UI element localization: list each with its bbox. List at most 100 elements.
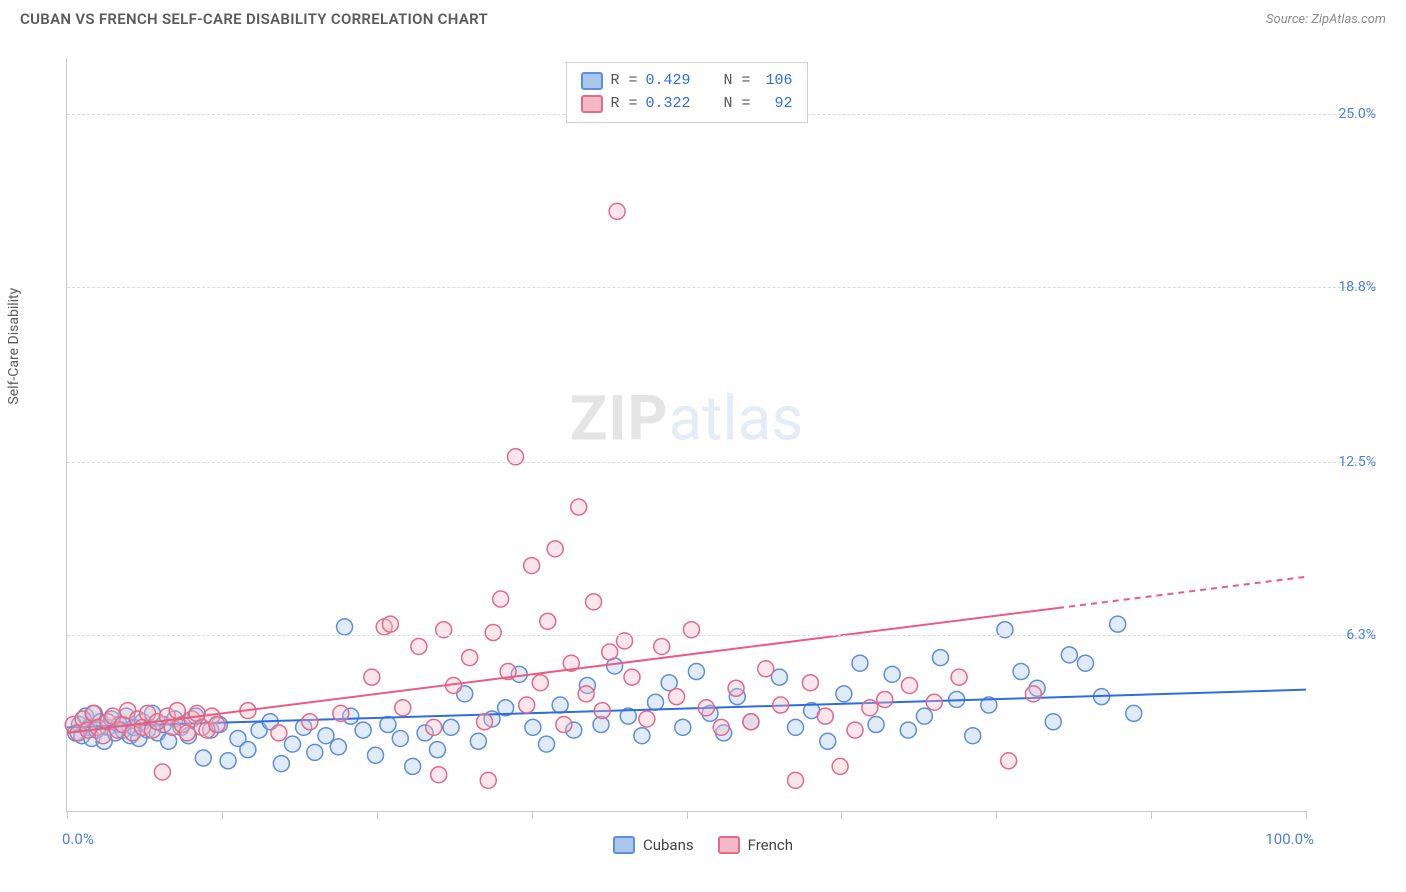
plot-area: ZIPatlas R = 0.429 N = 106R = 0.322 N = … bbox=[66, 58, 1306, 812]
stats-swatch-cubans bbox=[580, 72, 602, 90]
source-label: Source: ZipAtlas.com bbox=[1266, 12, 1386, 27]
scatter-point-french bbox=[524, 558, 540, 574]
scatter-point-cubans bbox=[932, 650, 948, 666]
scatter-point-french bbox=[333, 705, 349, 721]
x-tick bbox=[532, 811, 533, 819]
stats-n-value-french: 92 bbox=[759, 92, 793, 115]
scatter-point-french bbox=[1025, 686, 1041, 702]
scatter-point-cubans bbox=[1061, 647, 1077, 663]
scatter-point-french bbox=[654, 638, 670, 654]
scatter-svg bbox=[67, 58, 1306, 811]
scatter-point-french bbox=[578, 686, 594, 702]
x-axis-min-label: 0.0% bbox=[62, 830, 94, 848]
y-tick-label: 25.0% bbox=[1316, 106, 1376, 122]
scatter-point-french bbox=[364, 669, 380, 685]
stats-legend: R = 0.429 N = 106R = 0.322 N = 92 bbox=[565, 62, 807, 123]
scatter-point-cubans bbox=[273, 756, 289, 772]
scatter-point-cubans bbox=[634, 728, 650, 744]
x-axis-max-label: 100.0% bbox=[1265, 830, 1314, 848]
scatter-point-cubans bbox=[1126, 705, 1142, 721]
x-tick bbox=[222, 811, 223, 819]
scatter-point-cubans bbox=[868, 717, 884, 733]
y-tick-label: 6.3% bbox=[1316, 627, 1376, 643]
scatter-point-cubans bbox=[884, 666, 900, 682]
legend-swatch-cubans bbox=[613, 836, 635, 854]
stats-r-label: R = bbox=[610, 69, 637, 92]
scatter-point-french bbox=[594, 703, 610, 719]
scatter-point-cubans bbox=[965, 728, 981, 744]
gridline bbox=[67, 462, 1376, 463]
scatter-point-cubans bbox=[405, 758, 421, 774]
scatter-point-french bbox=[817, 708, 833, 724]
scatter-point-cubans bbox=[1110, 616, 1126, 632]
scatter-point-cubans bbox=[675, 719, 691, 735]
scatter-point-french bbox=[477, 714, 493, 730]
stats-n-label: N = bbox=[706, 69, 751, 92]
scatter-point-french bbox=[209, 717, 225, 733]
y-tick-label: 18.8% bbox=[1316, 279, 1376, 295]
scatter-point-french bbox=[743, 714, 759, 730]
legend-swatch-french bbox=[718, 836, 740, 854]
scatter-point-cubans bbox=[355, 722, 371, 738]
scatter-point-cubans bbox=[443, 719, 459, 735]
scatter-point-french bbox=[802, 675, 818, 691]
scatter-point-cubans bbox=[429, 742, 445, 758]
scatter-point-french bbox=[271, 725, 287, 741]
scatter-point-french bbox=[698, 700, 714, 716]
scatter-point-french bbox=[532, 675, 548, 691]
scatter-point-cubans bbox=[788, 719, 804, 735]
scatter-point-french bbox=[519, 697, 535, 713]
scatter-point-french bbox=[586, 594, 602, 610]
scatter-point-french bbox=[669, 689, 685, 705]
legend-label-cubans: Cubans bbox=[643, 836, 694, 854]
scatter-point-french bbox=[788, 772, 804, 788]
scatter-point-cubans bbox=[820, 733, 836, 749]
legend-item-french: French bbox=[718, 836, 793, 854]
scatter-point-french bbox=[877, 691, 893, 707]
x-tick bbox=[996, 811, 997, 819]
stats-r-value-cubans: 0.429 bbox=[646, 69, 698, 92]
scatter-point-cubans bbox=[836, 686, 852, 702]
scatter-point-cubans bbox=[900, 722, 916, 738]
scatter-point-french bbox=[154, 764, 170, 780]
scatter-point-french bbox=[411, 638, 427, 654]
scatter-point-french bbox=[624, 669, 640, 685]
trendline-french bbox=[67, 608, 1058, 733]
legend-item-cubans: Cubans bbox=[613, 836, 694, 854]
scatter-point-french bbox=[540, 613, 556, 629]
y-axis-label: Self-Care Disability bbox=[6, 288, 22, 405]
scatter-point-french bbox=[382, 616, 398, 632]
scatter-point-french bbox=[951, 669, 967, 685]
scatter-point-french bbox=[713, 719, 729, 735]
gridline bbox=[67, 635, 1376, 636]
scatter-point-french bbox=[395, 700, 411, 716]
scatter-point-french bbox=[758, 661, 774, 677]
scatter-point-cubans bbox=[1045, 714, 1061, 730]
scatter-point-french bbox=[862, 700, 878, 716]
scatter-point-french bbox=[556, 717, 572, 733]
scatter-point-cubans bbox=[307, 744, 323, 760]
scatter-point-cubans bbox=[330, 739, 346, 755]
scatter-point-cubans bbox=[318, 728, 334, 744]
stats-n-value-cubans: 106 bbox=[759, 69, 793, 92]
x-tick bbox=[1306, 811, 1307, 819]
scatter-point-cubans bbox=[852, 655, 868, 671]
chart-title: CUBAN VS FRENCH SELF-CARE DISABILITY COR… bbox=[20, 10, 488, 28]
stats-n-label: N = bbox=[706, 92, 751, 115]
scatter-point-cubans bbox=[392, 730, 408, 746]
stats-row-french: R = 0.322 N = 92 bbox=[580, 92, 792, 115]
scatter-point-cubans bbox=[284, 736, 300, 752]
scatter-point-french bbox=[485, 625, 501, 641]
scatter-point-french bbox=[302, 714, 318, 730]
scatter-point-cubans bbox=[525, 719, 541, 735]
stats-swatch-french bbox=[580, 95, 602, 113]
scatter-point-cubans bbox=[380, 717, 396, 733]
scatter-point-french bbox=[728, 680, 744, 696]
y-tick-label: 12.5% bbox=[1316, 454, 1376, 470]
scatter-point-cubans bbox=[337, 619, 353, 635]
scatter-point-cubans bbox=[648, 694, 664, 710]
scatter-point-cubans bbox=[368, 747, 384, 763]
scatter-point-french bbox=[462, 650, 478, 666]
x-tick bbox=[1151, 811, 1152, 819]
scatter-point-cubans bbox=[240, 742, 256, 758]
